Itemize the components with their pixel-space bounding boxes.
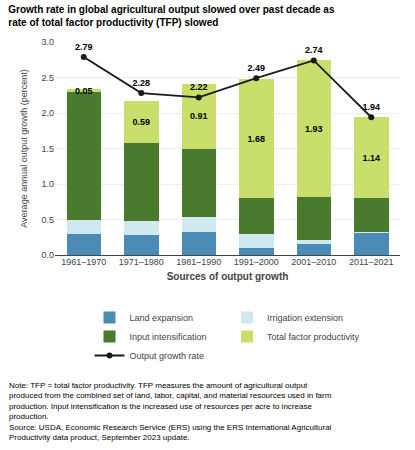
svg-text:1.94: 1.94 <box>362 102 380 112</box>
svg-text:2.0: 2.0 <box>41 108 54 118</box>
svg-text:1981–1990: 1981–1990 <box>176 257 221 267</box>
svg-text:1.0: 1.0 <box>41 179 54 189</box>
svg-text:0.5: 0.5 <box>41 215 54 225</box>
svg-text:2.28: 2.28 <box>132 78 150 88</box>
svg-text:Growth rate in global agricult: Growth rate in global agricultural outpu… <box>8 4 335 28</box>
svg-text:2001–2010: 2001–2010 <box>291 257 336 267</box>
svg-text:Land expansion: Land expansion <box>130 313 194 323</box>
svg-text:1.5: 1.5 <box>41 144 54 154</box>
svg-text:1.93: 1.93 <box>305 124 323 134</box>
svg-text:Irrigation extension: Irrigation extension <box>267 313 343 323</box>
svg-text:Average annual output growth (: Average annual output growth (percent) <box>19 69 29 227</box>
svg-text:Input intensification: Input intensification <box>130 332 207 342</box>
svg-text:1.14: 1.14 <box>362 153 380 163</box>
svg-text:0.59: 0.59 <box>132 117 150 127</box>
svg-text:Output growth rate: Output growth rate <box>130 351 205 361</box>
svg-text:0.0: 0.0 <box>41 250 54 260</box>
svg-text:Note: TFP = total factor produ: Note: TFP = total factor productivity. T… <box>9 381 332 442</box>
svg-text:1961–1970: 1961–1970 <box>61 257 106 267</box>
svg-text:2011–2021: 2011–2021 <box>349 257 393 267</box>
svg-text:0.91: 0.91 <box>190 111 208 121</box>
svg-text:2.49: 2.49 <box>247 63 265 73</box>
svg-text:Sources of output growth: Sources of output growth <box>167 271 289 282</box>
svg-text:2.5: 2.5 <box>41 73 54 83</box>
svg-text:Total factor productivity: Total factor productivity <box>267 332 360 342</box>
svg-text:0.05: 0.05 <box>75 86 93 96</box>
svg-text:2.74: 2.74 <box>305 45 323 55</box>
svg-text:2.22: 2.22 <box>190 82 208 92</box>
svg-text:1971–1980: 1971–1980 <box>119 257 164 267</box>
svg-text:2.79: 2.79 <box>75 42 93 52</box>
svg-text:1.68: 1.68 <box>247 134 265 144</box>
svg-text:1991–2000: 1991–2000 <box>234 257 279 267</box>
svg-text:3.0: 3.0 <box>41 37 54 47</box>
